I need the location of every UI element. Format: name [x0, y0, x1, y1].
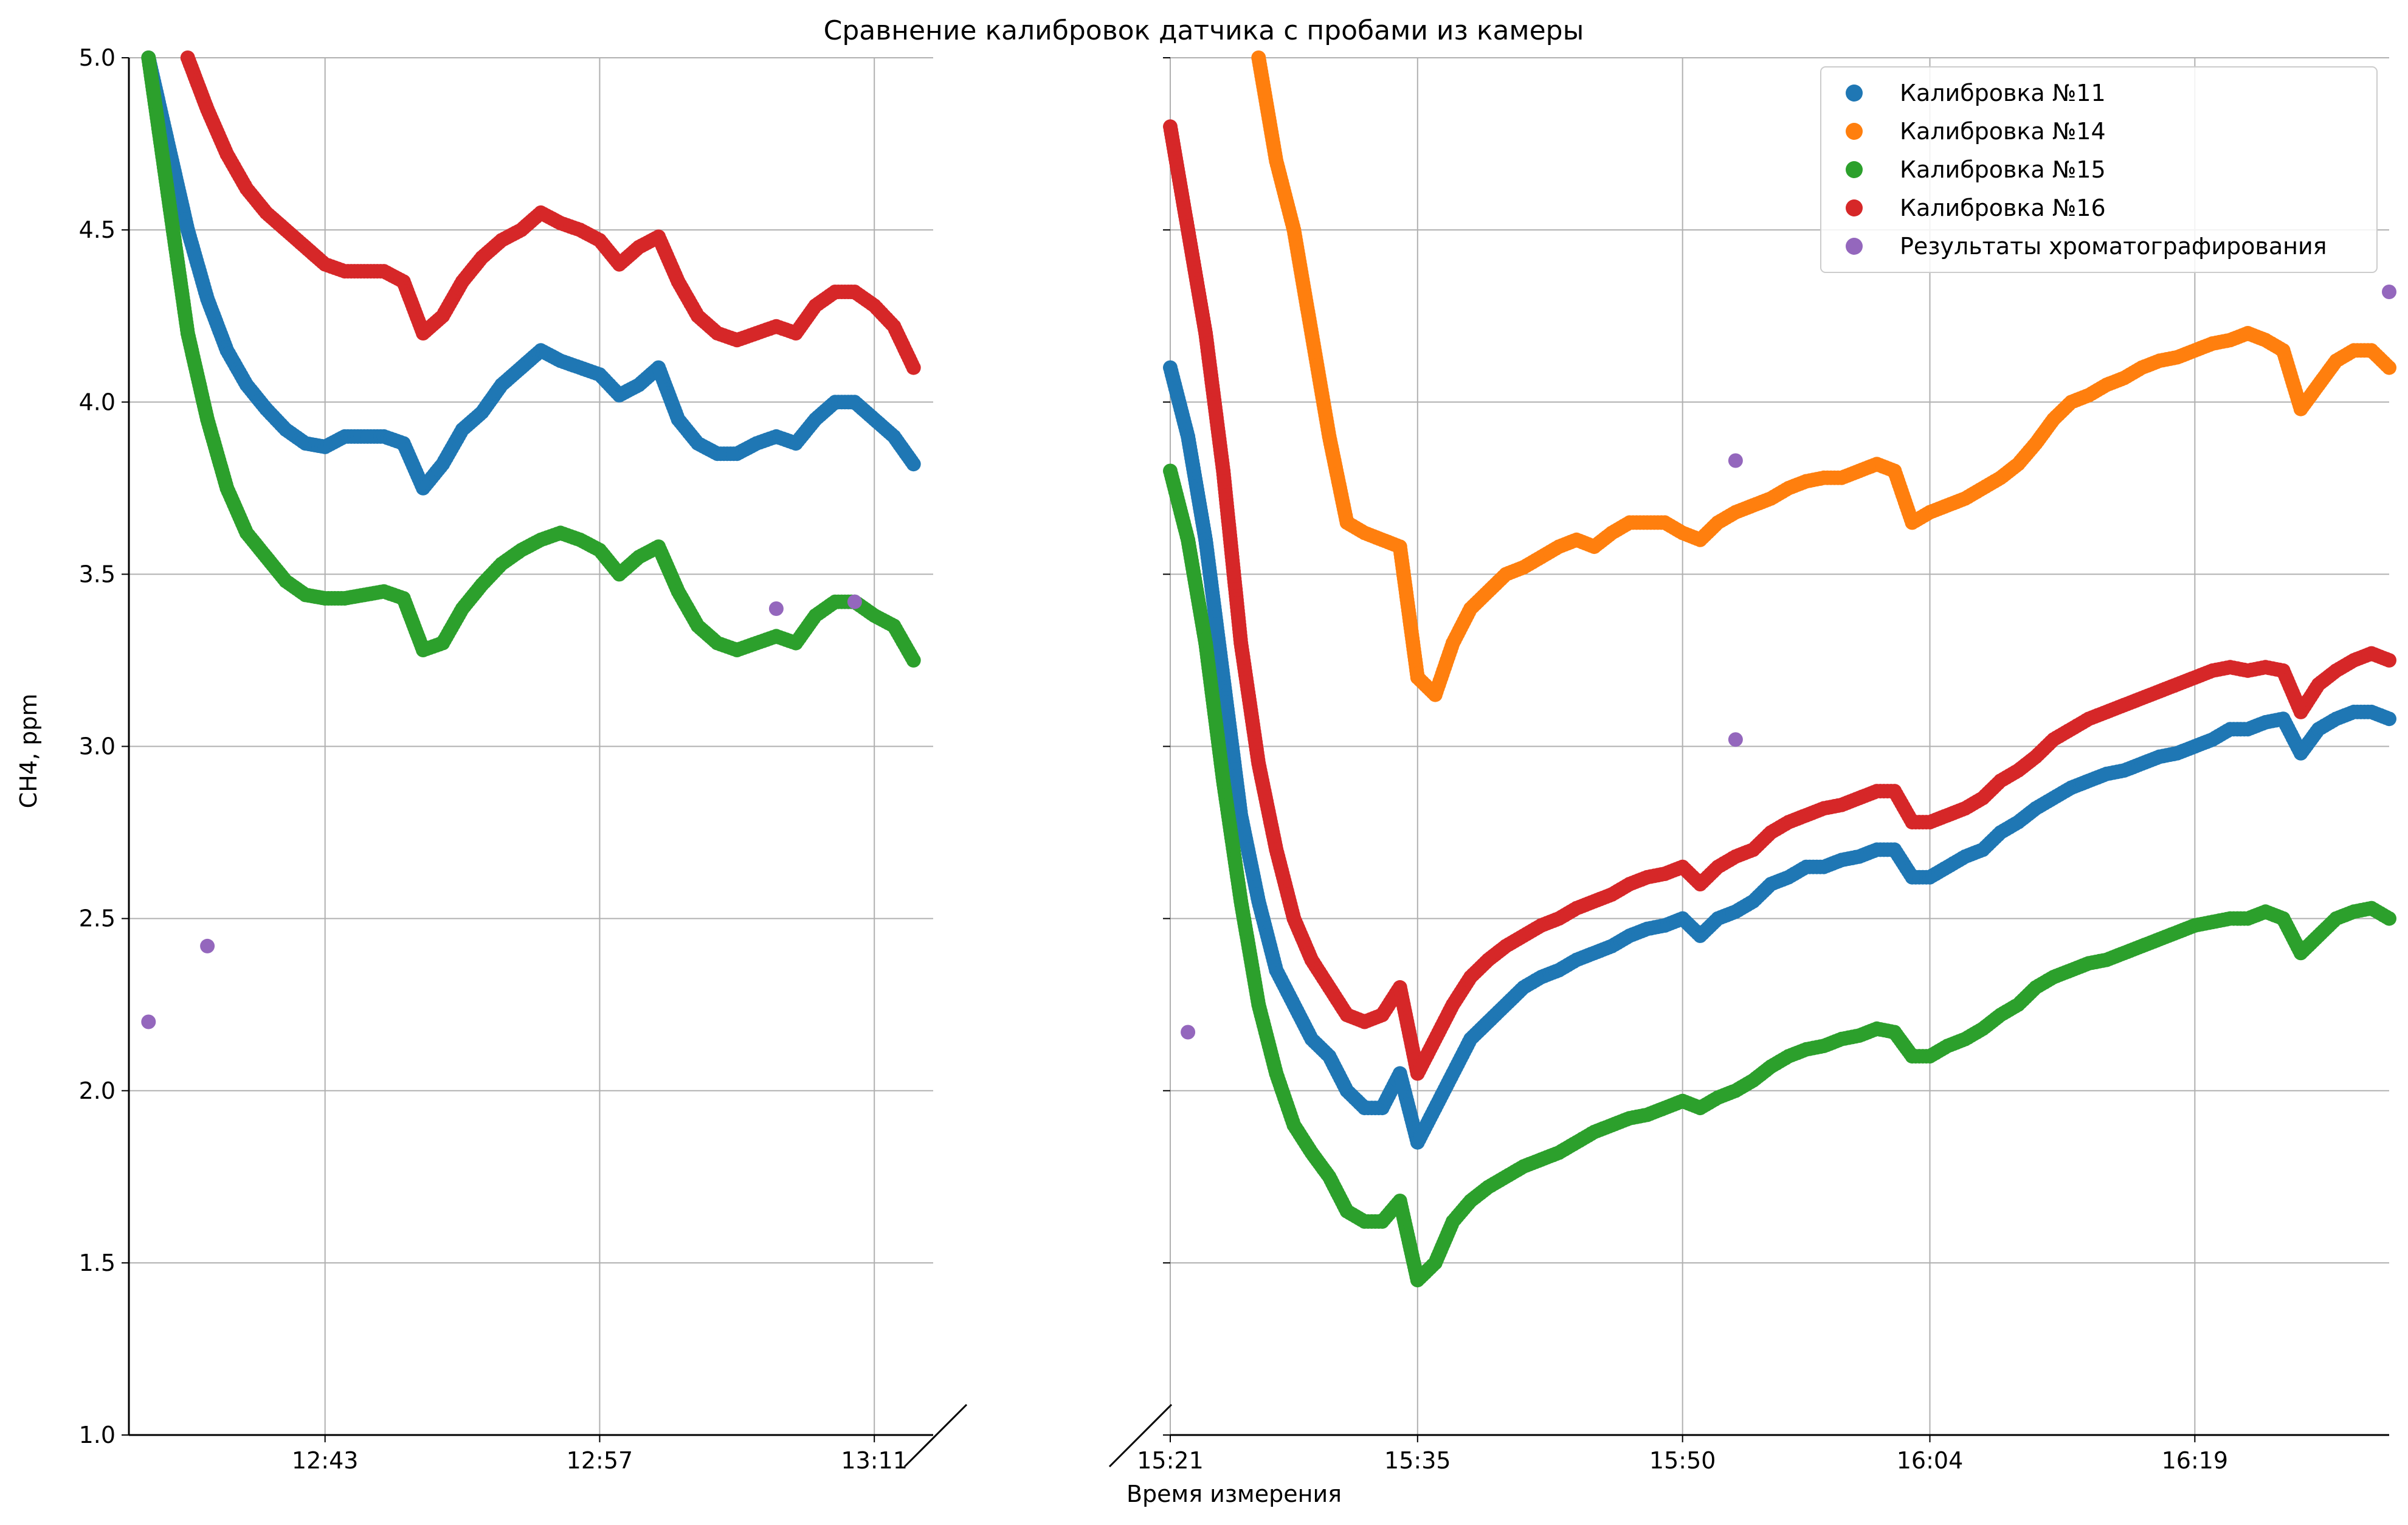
data-point: [768, 601, 784, 616]
data-point: [200, 938, 215, 953]
legend-label: Калибровка №15: [1900, 156, 2106, 183]
x-axis-label: Время измерения: [1126, 1481, 1342, 1507]
axes: 1.0 1.5 2.0 2.5 3.0 3.5 4.0 4.5 5.0 12:43 12:57 13:…: [79, 44, 2389, 1474]
data-point: [2382, 360, 2396, 375]
data-point: [1728, 453, 1743, 468]
legend-marker: [1846, 238, 1863, 255]
axis-break-mark: [903, 1403, 968, 1468]
x-tick-label: 16:04: [1897, 1447, 1964, 1474]
data-point: [1728, 732, 1743, 747]
legend: Калибровка №11 Калибровка №14 Калибровка №…: [1820, 66, 2378, 273]
data-point: [906, 652, 921, 668]
y-tick-label: 1.5: [79, 1250, 116, 1276]
data-point: [906, 457, 921, 472]
x-tick-label: 13:11: [841, 1447, 908, 1474]
x-tick-label: 12:57: [567, 1447, 633, 1474]
data-point: [2382, 285, 2396, 299]
legend-marker: [1846, 123, 1863, 140]
data-point: [847, 594, 862, 609]
y-tick-label: 2.5: [79, 905, 116, 932]
x-tick-label: 15:35: [1384, 1447, 1451, 1474]
x-tick-label: 15:50: [1649, 1447, 1716, 1474]
y-tick-label: 3.5: [79, 561, 116, 587]
legend-label: Калибровка №14: [1900, 118, 2106, 145]
y-tick-label: 4.5: [79, 216, 116, 243]
data-point: [2382, 711, 2396, 727]
y-tick-label: 1.0: [79, 1422, 116, 1448]
legend-marker: [1846, 199, 1863, 216]
y-tick-label: 5.0: [79, 44, 116, 71]
y-axis-label: CH4, ppm: [15, 694, 42, 809]
data-point: [141, 1014, 156, 1029]
data-point: [2382, 652, 2396, 668]
legend-marker: [1846, 85, 1863, 102]
data-points: [141, 50, 2396, 1288]
legend-label: Калибровка №16: [1900, 195, 2106, 221]
data-point: [906, 360, 921, 375]
legend-marker: [1846, 161, 1863, 178]
chart-title: Сравнение калибровок датчика с пробами и…: [824, 15, 1584, 46]
legend-box: [1820, 66, 2378, 273]
axis-break-mark: [1108, 1403, 1173, 1468]
y-tick-label: 2.0: [79, 1077, 116, 1104]
x-tick-label: 12:43: [292, 1447, 359, 1474]
legend-label: Результаты хроматографирования: [1900, 233, 2327, 260]
y-tick-label: 4.0: [79, 389, 116, 415]
legend-label: Калибровка №11: [1900, 80, 2106, 106]
x-tick-label: 16:19: [2162, 1447, 2229, 1474]
y-tick-label: 3.0: [79, 733, 116, 760]
x-tick-label: 15:21: [1137, 1447, 1204, 1474]
data-point: [1181, 1025, 1196, 1040]
data-point: [2382, 911, 2396, 926]
